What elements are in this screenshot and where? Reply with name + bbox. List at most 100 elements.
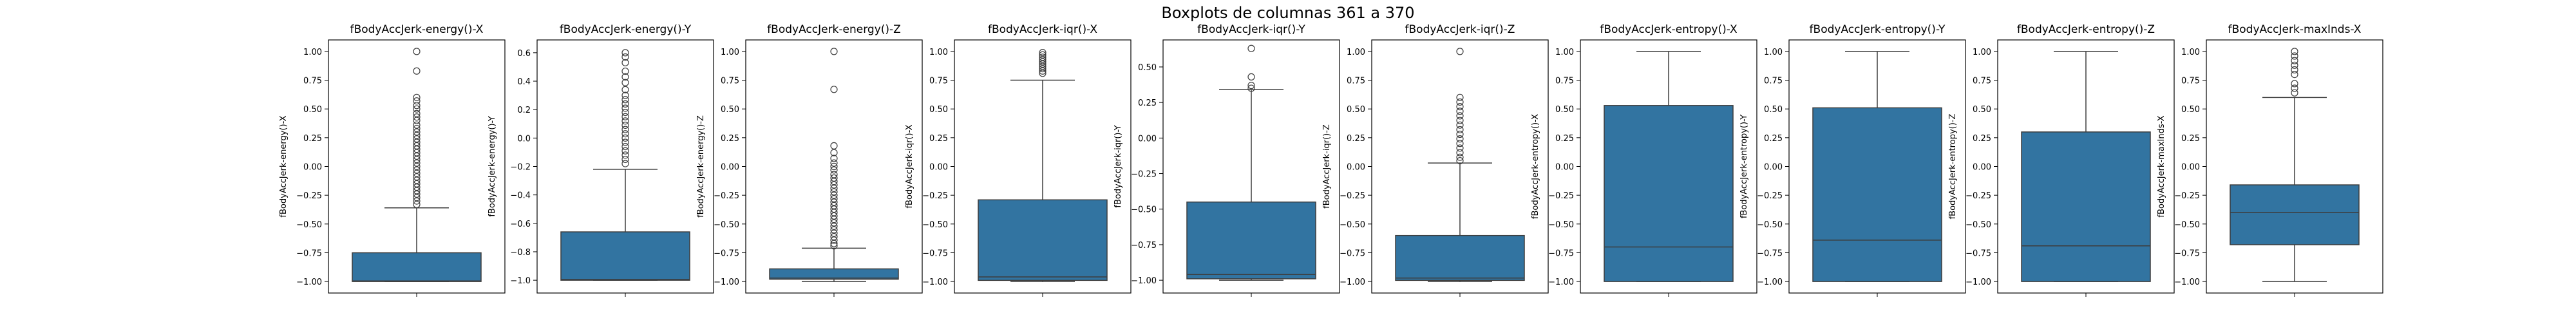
y-tick-label: 0.50 [303, 105, 322, 115]
iqr-box [978, 199, 1108, 281]
y-axis-label: fBodyAccJerk-iqr()-Y [1113, 125, 1123, 207]
outlier-point [621, 59, 629, 66]
y-tick-label: 0.75 [1973, 77, 1991, 86]
outlier-point [1456, 135, 1464, 143]
outlier-point [413, 190, 421, 198]
outlier-point [413, 146, 421, 153]
outlier-point [830, 198, 838, 206]
outlier-point [1456, 121, 1464, 129]
outlier-point [413, 200, 421, 209]
outlier-point [2291, 66, 2298, 74]
y-tick-label: 1.00 [1555, 48, 1574, 57]
outlier-point [1039, 67, 1046, 75]
y-tick-label: −0.25 [296, 191, 322, 201]
outlier-point [621, 121, 629, 129]
outlier-point [1456, 144, 1464, 152]
y-tick-label: 0.00 [2181, 163, 2200, 173]
outlier-point [2291, 57, 2298, 64]
outlier-point [1039, 58, 1046, 66]
outlier-point [413, 117, 421, 124]
outlier-point [830, 226, 838, 234]
y-tick-label: −1.00 [1340, 278, 1365, 287]
y-tick-label: −0.25 [1548, 191, 1574, 201]
y-tick-label: 0.00 [1764, 163, 1783, 173]
outlier-point [621, 134, 629, 142]
outlier-point [2291, 80, 2298, 88]
y-tick-label: −1.0 [510, 276, 531, 286]
outlier-point [413, 156, 421, 164]
y-tick-label: −0.25 [922, 191, 948, 201]
outlier-point [413, 162, 421, 171]
iqr-box [769, 268, 899, 280]
outlier-point [1456, 126, 1464, 133]
outlier-point [830, 229, 838, 237]
outlier-point [830, 162, 838, 171]
y-tick-label: −0.75 [1548, 249, 1574, 258]
outlier-point [621, 79, 629, 86]
outlier-point [830, 242, 838, 250]
y-tick-label: −0.8 [510, 248, 531, 258]
outlier-point [621, 96, 629, 104]
y-tick-label: −0.50 [1548, 220, 1574, 230]
y-tick-label: −0.25 [714, 191, 739, 201]
outlier-point [1456, 103, 1464, 111]
outlier-point [413, 128, 421, 136]
subplot-title: fBodyAccJerk-energy()-X [350, 23, 484, 36]
y-tick-label: 0.75 [1764, 77, 1783, 86]
outlier-point [413, 135, 421, 143]
outlier-point [830, 184, 838, 193]
outlier-point [2291, 89, 2298, 97]
outlier-point [830, 142, 838, 149]
outlier-point [621, 142, 629, 151]
outlier-point [413, 93, 421, 101]
y-tick-label: −0.75 [2174, 249, 2200, 258]
outlier-point [1456, 48, 1464, 55]
y-tick-label: −0.2 [510, 163, 531, 173]
outlier-point [830, 236, 838, 244]
outlier-point [2291, 84, 2298, 92]
outlier-point [1456, 156, 1464, 165]
y-tick-label: 0.25 [2181, 134, 2200, 144]
outlier-point [1039, 60, 1046, 68]
subplot-title: fBodyAccJerk-energy()-Y [560, 23, 692, 36]
outlier-point [1456, 140, 1464, 147]
outlier-point [413, 180, 421, 187]
y-tick-label: −0.50 [1757, 220, 1783, 230]
outlier-point [413, 169, 421, 177]
y-tick-label: 0.25 [929, 134, 948, 144]
outlier-point [413, 67, 421, 75]
outlier-point [621, 130, 629, 138]
outlier-point [1456, 93, 1464, 101]
y-axis-label: fBodyAccJerk-energy()-X [279, 115, 289, 217]
outlier-point [1039, 51, 1046, 59]
subplot-title: fBodyAccJerk-iqr()-X [988, 23, 1097, 36]
y-tick-label: −0.50 [1965, 220, 1991, 230]
outlier-point [621, 86, 629, 93]
outlier-point [621, 147, 629, 155]
y-tick-label: −0.50 [1131, 205, 1157, 215]
outlier-point [1039, 70, 1046, 77]
y-axis-label: fBodyAccJerk-entropy()-X [1531, 114, 1540, 219]
outlier-point [621, 113, 629, 120]
subplot-title: fBodyAccJerk-entropy()-X [1600, 23, 1738, 36]
outlier-point [413, 102, 421, 109]
outlier-point [621, 138, 629, 146]
outlier-point [830, 191, 838, 199]
outlier-point [413, 138, 421, 146]
y-tick-label: 0.00 [929, 163, 948, 173]
y-tick-label: 1.00 [1347, 48, 1365, 57]
iqr-box [1604, 105, 1734, 282]
outlier-point [1247, 84, 1255, 92]
y-axis-label: fBodyAccJerk-entropy()-Z [1948, 114, 1958, 220]
y-tick-label: 1.00 [929, 48, 948, 57]
y-tick-label: 0.50 [929, 105, 948, 115]
y-tick-label: 0.25 [1555, 134, 1574, 144]
y-tick-label: 0.75 [1555, 77, 1574, 86]
outlier-point [1247, 82, 1255, 90]
outlier-point [1039, 55, 1046, 63]
y-tick-label: 0.00 [1347, 163, 1365, 173]
y-tick-label: −0.75 [296, 249, 322, 258]
outlier-point [830, 155, 838, 162]
iqr-box [1812, 107, 1942, 282]
y-tick-label: 0.25 [1138, 99, 1157, 108]
